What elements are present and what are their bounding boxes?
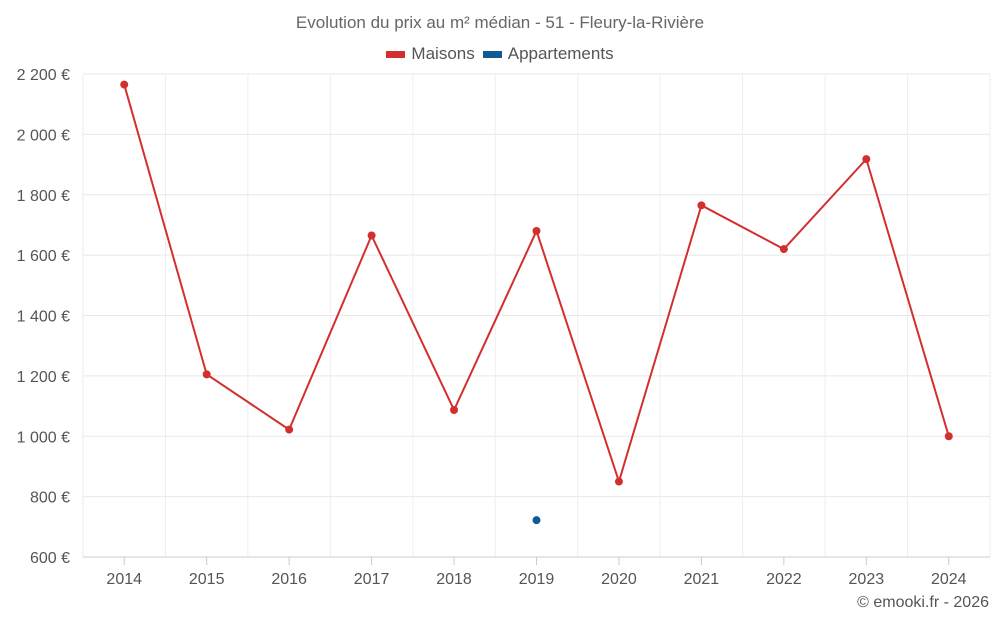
data-point-maisons[interactable] — [367, 231, 376, 240]
y-tick-label: 2 000 € — [17, 127, 70, 144]
grid-lines — [82, 73, 991, 557]
x-tick-label: 2022 — [766, 571, 802, 588]
y-tick-label: 600 € — [30, 550, 70, 567]
x-tick-label: 2015 — [189, 571, 225, 588]
data-point-maisons[interactable] — [450, 405, 459, 414]
x-tick-label: 2019 — [519, 571, 555, 588]
x-tick-label: 2014 — [106, 571, 142, 588]
y-tick-label: 1 600 € — [17, 248, 70, 265]
data-point-maisons[interactable] — [614, 477, 623, 486]
data-point-maisons[interactable] — [779, 245, 788, 254]
series-layer — [120, 80, 953, 525]
chart-title: Evolution du prix au m² médian - 51 - Fl… — [295, 13, 705, 32]
y-tick-label: 1 200 € — [17, 369, 70, 386]
y-tick-label: 1 400 € — [17, 309, 70, 326]
data-point-appartements[interactable] — [532, 516, 541, 525]
data-point-maisons[interactable] — [697, 201, 706, 210]
credit-text: © emooki.fr - 2026 — [857, 594, 989, 611]
y-axis: 600 € 800 € 1 000 € 1 200 € 1 400 € 1 600 € 1 … — [17, 67, 70, 567]
legend: Maisons Appartements — [0, 44, 1000, 64]
legend-swatch-maisons — [386, 50, 406, 58]
x-axis: 2014 2015 2016 2017 2018 2019 2020 2021 2022 2023… — [83, 556, 990, 588]
legend-item-appartements[interactable]: Appartements — [482, 44, 614, 64]
legend-label-maisons: Maisons — [411, 44, 475, 63]
legend-swatch-appartements — [482, 50, 502, 58]
data-point-maisons[interactable] — [285, 425, 294, 434]
data-point-maisons[interactable] — [862, 155, 871, 164]
y-tick-label: 800 € — [30, 490, 70, 507]
data-point-maisons[interactable] — [202, 370, 211, 379]
data-point-maisons[interactable] — [120, 80, 129, 89]
legend-label-appartements: Appartements — [507, 44, 614, 63]
y-tick-label: 1 800 € — [17, 188, 70, 205]
x-tick-label: 2016 — [271, 571, 307, 588]
x-tick-label: 2017 — [354, 571, 390, 588]
x-tick-label: 2024 — [931, 571, 967, 588]
data-point-maisons[interactable] — [944, 432, 953, 441]
legend-item-maisons[interactable]: Maisons — [386, 44, 475, 64]
x-tick-label: 2018 — [436, 571, 472, 588]
data-point-maisons[interactable] — [532, 226, 541, 235]
y-tick-label: 2 200 € — [17, 67, 70, 84]
x-tick-label: 2021 — [684, 571, 720, 588]
x-tick-label: 2020 — [601, 571, 637, 588]
x-tick-label: 2023 — [849, 571, 885, 588]
y-tick-label: 1 000 € — [17, 429, 70, 446]
